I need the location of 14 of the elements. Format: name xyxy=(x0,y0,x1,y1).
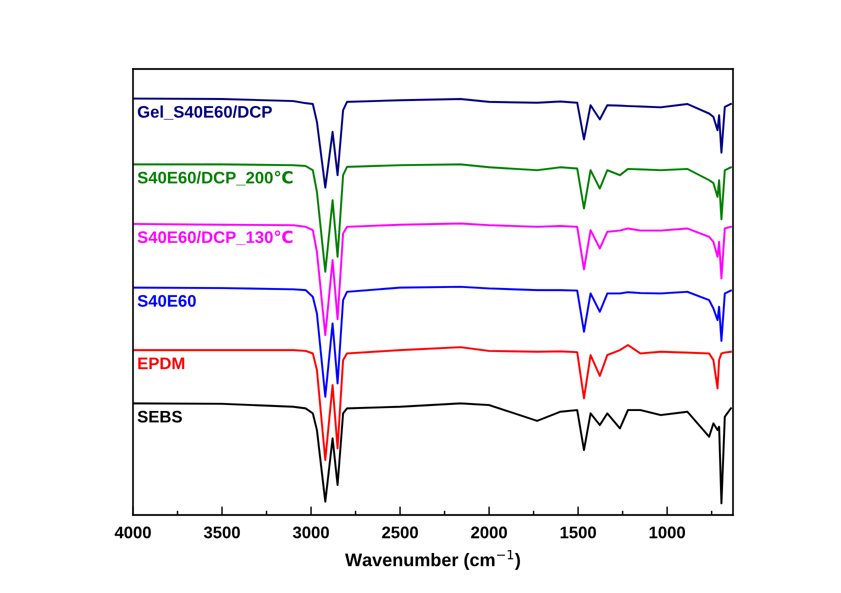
x-tick-label: 3500 xyxy=(204,526,240,538)
series-label: S40E60/DCP_130℃ xyxy=(138,230,292,245)
x-tick-label: 2000 xyxy=(471,526,507,538)
x-tick-label: 1500 xyxy=(560,526,596,538)
series-label: S40E60 xyxy=(138,295,196,307)
x-axis-title: Wavenumber (cm$^{−1}$) xyxy=(345,550,520,570)
series-label: SEBS xyxy=(138,410,182,423)
series-label: Gel_S40E60/DCP xyxy=(138,106,272,120)
x-tick-label: 3000 xyxy=(292,526,329,538)
series-label: S40E60/DCP_200℃ xyxy=(138,170,292,186)
x-tick-label: 1000 xyxy=(650,526,685,538)
series-label: EPDM xyxy=(138,358,184,370)
x-tick-label: 2500 xyxy=(382,526,418,538)
x-tick-label: 4000 xyxy=(114,526,151,538)
